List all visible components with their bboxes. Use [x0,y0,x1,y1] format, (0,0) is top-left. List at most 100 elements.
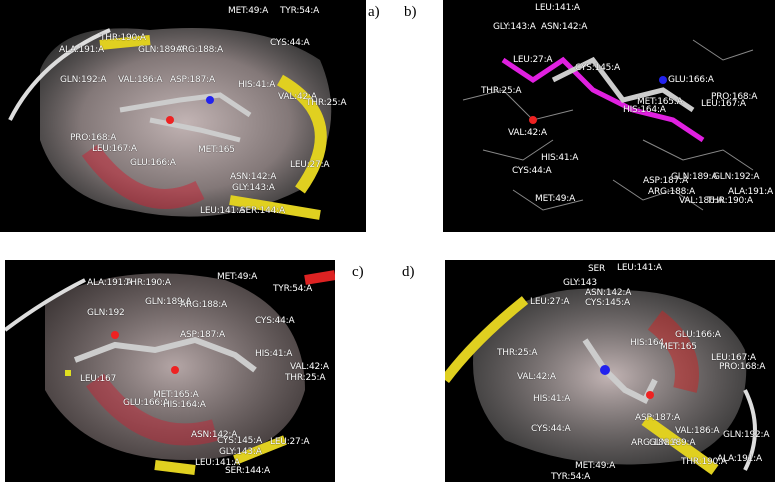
residue-label: HIS:164:A [623,105,666,115]
residue-label: GLN:189:A [138,45,185,55]
residue-label: GLY:143 [563,278,597,288]
residue-label: TYR:54:A [551,472,591,482]
panel-a-image: MET:49:A TYR:54:A THR:190:A ALA:191:A GL… [0,0,366,232]
nitrogen-atom [659,76,667,84]
residue-label: MET:49:A [217,272,258,282]
residue-label: SER:144:A [240,206,285,216]
residue-label: LEU:167:A [92,144,137,154]
oxygen-atom [529,116,537,124]
residue-label: THR:25:A [306,98,347,108]
residue-label: LEU:141:A [535,3,580,13]
residue-label: CYS:145:A [217,436,262,446]
coil-ribbon [743,389,757,471]
residue-label: GLN:192:A [723,430,770,440]
residue-label: LEU:141:A [195,458,240,468]
residue-label: ASP:187:A [180,330,225,340]
residue-label: THR:190:A [100,33,146,43]
residue-label: ARG:188:A [648,187,695,197]
residue-label: PRO:168:A [711,92,758,102]
residue-label: MET:165:A [153,390,199,400]
residue-label: PRO:168:A [719,362,766,372]
residue-label: TYR:54:A [280,6,320,16]
residue-label: ALA:191:A [728,187,773,197]
ligand-sticks [73,336,257,373]
residue-label: HIS:41:A [533,394,571,404]
residue-label: CYS:44:A [270,38,310,48]
residue-label: MET:165 [198,145,235,155]
helix-ribbon [445,296,529,384]
residue-label: GLN:189:A [671,172,718,182]
residue-label: VAL:42:A [508,128,547,138]
residue-label: ARG:188:A [180,300,227,310]
residue-label: LEU:141:A [617,263,662,273]
helix-ribbon [99,35,151,50]
residue-label: THR:190:A [707,196,753,206]
oxygen-atom [646,391,654,399]
residue-label: CYS:44:A [255,316,295,326]
panel-d-label: d) [402,264,415,280]
residue-label: VAL:186:A [118,75,163,85]
panel-a-label: a) [368,4,380,20]
panel-d-render [445,288,757,475]
residue-label: ASN:142:A [541,22,588,32]
residue-label: HIS:164 [630,338,664,348]
oxygen-atom [171,366,179,374]
residue-label: GLN:189:A [649,438,696,448]
residue-wireframe [462,39,754,211]
residue-label: MET:165 [660,342,697,352]
nitrogen-atom [600,365,610,375]
residue-label: ALA:191:A [87,278,132,288]
residue-label: SER:144:A [225,466,270,476]
residue-label: CYS:145:A [585,298,630,308]
panel-b-render [462,39,754,211]
residue-label: ASN:142:A [191,430,238,440]
helix-ribbon [276,74,327,194]
residue-label: HIS:41:A [541,153,579,163]
residue-label: HIS:41:A [255,349,293,359]
residue-label: ASN:142:A [585,288,632,298]
residue-label: GLN:192 [87,308,125,318]
residue-label: LEU:167 [80,374,117,384]
helix-ribbon [229,195,321,220]
residue-label: HIS:164:A [163,400,206,410]
residue-label: THR:25:A [481,86,522,96]
ligand-sticks [119,92,252,143]
panel-d-image: SER LEU:141:A GLY:143 ASN:142:A CYS:145:… [445,260,775,482]
residue-label: GLU:166:A [130,158,176,168]
sulfur-atom [65,370,71,376]
residue-label: GLY:143:A [493,22,536,32]
residue-label: GLN:192:A [60,75,107,85]
residue-label: ARG:188:A [176,45,223,55]
surface-red-patch [86,373,219,446]
helix-ribbon [641,415,719,475]
coil-ribbon [8,28,111,121]
residue-label: MET:49:A [535,194,576,204]
residue-label: GLN:189:A [145,297,192,307]
ligand-sticks-magenta [501,56,705,143]
residue-label: THR:25:A [497,348,538,358]
panel-c-image: ALA:191:A THR:190:A MET:49:A TYR:54:A GL… [5,260,335,482]
residue-label: MET:49:A [228,6,269,16]
nitrogen-atom [206,96,214,104]
residue-label: CYS:44:A [531,424,571,434]
coil-ribbon [5,278,86,332]
residue-label: GLU:166:A [123,398,169,408]
residue-label: ALA:191:A [717,454,762,464]
residue-label: VAL:42:A [517,372,556,382]
surface-red-patch [647,310,699,393]
residue-label: MET:165:A [637,97,683,107]
residue-label: HIS:41:A [238,80,276,90]
residue-label: PRO:168:A [70,133,117,143]
residue-label: GLU:166:A [675,330,721,340]
residue-label: ASP:187:A [635,413,680,423]
residue-label: GLY:143:A [219,447,262,457]
residue-label: THR:190:A [125,278,171,288]
oxygen-atom [166,116,174,124]
helix-ribbon [304,270,335,285]
residue-label: LEU:27:A [513,55,553,65]
residue-label: ASN:142:A [230,172,277,182]
residue-label: LEU:167:A [701,99,746,109]
residue-label: CYS:44:A [512,166,552,176]
panel-c-label: c) [352,264,364,280]
oxygen-atom [111,331,119,339]
